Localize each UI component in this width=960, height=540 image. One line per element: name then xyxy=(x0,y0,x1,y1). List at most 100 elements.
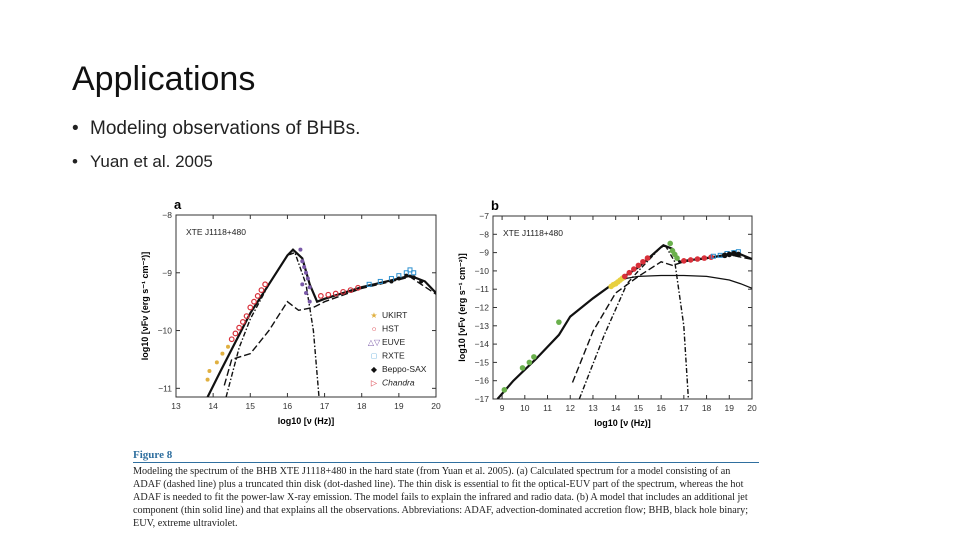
x-tick-label: 19 xyxy=(725,403,735,413)
figure-label: Figure 8 xyxy=(133,449,173,461)
data-point-UKIRT xyxy=(205,377,210,382)
model-curve-thin-solid xyxy=(615,274,752,289)
chart-panel-a: a 13 14 15 16 17 18 19 20 −8 −9 −10 −11 log10 [ν (Hz)… xyxy=(140,197,441,426)
data-point-UKIRT xyxy=(226,344,230,349)
data-point-HST xyxy=(631,266,637,272)
x-tick-label: 14 xyxy=(611,403,621,413)
x-tick-label: 16 xyxy=(283,401,293,411)
legend-marker-icon: □ xyxy=(372,352,377,361)
figure-divider xyxy=(133,462,759,463)
data-point-radio-IR xyxy=(556,319,562,325)
data-point-EUVE xyxy=(307,285,312,290)
x-axis-label: log10 [ν (Hz)] xyxy=(594,418,651,428)
legend-label: Beppo-SAX xyxy=(382,364,427,374)
y-tick-label: −15 xyxy=(475,357,490,367)
data-point-EUVE xyxy=(302,265,307,269)
data-point-EUVE xyxy=(307,299,312,304)
data-point-UKIRT xyxy=(220,351,225,356)
x-tick-label: 18 xyxy=(357,401,367,411)
data-point-EUVE xyxy=(300,282,305,287)
plot-frame xyxy=(175,214,437,398)
y-tick-label: −7 xyxy=(479,211,489,221)
data-point-HST xyxy=(254,292,261,299)
data-point-HST xyxy=(317,292,324,299)
data-point-HST xyxy=(347,287,354,294)
legend-label: UKIRT xyxy=(382,310,407,320)
data-point-HST xyxy=(701,255,708,261)
data-point-EUVE xyxy=(298,247,303,252)
y-axis-label: log10 [νFν (erg s⁻¹ cm⁻²)] xyxy=(140,252,150,361)
data-point-Beppo-SAX xyxy=(404,273,409,278)
y-tick-label: −8 xyxy=(162,210,172,220)
data-point-HST xyxy=(247,304,254,311)
data-point-radio-IR xyxy=(531,354,537,360)
y-axis-label: log10 [νFν (erg s⁻¹ cm⁻²)] xyxy=(457,253,467,362)
x-tick-label: 11 xyxy=(543,403,552,413)
data-point-HST xyxy=(635,262,642,269)
x-axis-label: log10 [ν (Hz)] xyxy=(278,416,335,426)
data-point-HST xyxy=(355,284,361,291)
data-point-HST xyxy=(239,318,246,325)
model-curve-dot-dashed xyxy=(225,251,320,397)
data-point-HST xyxy=(644,255,651,261)
source-annotation: XTE J1118+480 xyxy=(503,228,563,238)
y-tick-label: −9 xyxy=(479,248,489,258)
x-tick-label: 16 xyxy=(656,403,666,413)
model-curve-dashed xyxy=(571,254,752,383)
legend-marker-icon: ◆ xyxy=(371,365,378,374)
data-point-Beppo-SAX xyxy=(735,251,742,258)
plot-frame xyxy=(492,215,753,400)
data-point-HST xyxy=(232,330,239,337)
data-point-Beppo-SAX xyxy=(389,279,394,284)
model-curve-dot-dashed xyxy=(578,245,690,399)
data-point-HST xyxy=(251,298,257,305)
legend-label: RXTE xyxy=(382,351,405,361)
data-point-HST xyxy=(687,257,694,263)
data-point-radio-IR xyxy=(501,387,508,393)
legend-marker-icon: ★ xyxy=(370,311,377,320)
bullet-text: Modeling observations of BHBs. xyxy=(90,118,361,139)
data-point-UKIRT xyxy=(207,369,212,373)
figure-caption: Modeling the spectrum of the BHB XTE J11… xyxy=(133,466,749,529)
y-tick-label: −9 xyxy=(162,268,172,278)
legend-label: HST xyxy=(382,324,399,334)
y-tick-label: −12 xyxy=(475,303,490,313)
data-point-HST xyxy=(640,258,646,265)
data-point-HST xyxy=(332,290,339,297)
legend-marker-icon: ○ xyxy=(372,325,377,334)
data-point-RXTE xyxy=(366,281,372,287)
x-tick-label: 18 xyxy=(702,403,712,413)
panel-label: a xyxy=(174,197,182,212)
x-tick-label: 9 xyxy=(500,403,505,413)
data-point-HST xyxy=(325,291,332,298)
x-tick-label: 14 xyxy=(208,401,218,411)
data-point-Beppo-SAX xyxy=(726,251,733,258)
model-curve-dashed xyxy=(223,276,436,386)
x-tick-label: 17 xyxy=(679,403,689,413)
bullet-item: • Yuan et al. 2005 xyxy=(72,152,213,172)
data-point-RXTE xyxy=(710,253,716,259)
x-tick-label: 15 xyxy=(634,403,644,413)
x-tick-label: 20 xyxy=(431,401,441,411)
data-point-UKIRT xyxy=(214,360,219,365)
legend-marker-icon: △▽ xyxy=(368,338,381,347)
data-point-HST xyxy=(694,256,701,262)
bullet-icon: • xyxy=(72,152,78,171)
data-point-HST xyxy=(681,258,687,264)
data-point-EUVE xyxy=(300,259,305,264)
data-point-EUVE xyxy=(674,255,680,261)
data-point-radio-IR xyxy=(526,359,533,366)
data-point-EUVE xyxy=(667,240,674,247)
data-point-EUVE xyxy=(304,291,308,295)
data-point-RXTE xyxy=(377,278,383,284)
y-tick-label: −13 xyxy=(475,321,490,331)
data-point-RXTE xyxy=(411,270,417,276)
data-point-Beppo-SAX xyxy=(419,279,424,284)
data-point-EUVE xyxy=(305,276,310,281)
data-point-HST xyxy=(262,281,269,288)
x-tick-label: 10 xyxy=(520,403,530,413)
data-point-RXTE xyxy=(407,267,413,273)
bullet-icon: • xyxy=(72,118,79,139)
legend-label: EUVE xyxy=(382,337,405,347)
